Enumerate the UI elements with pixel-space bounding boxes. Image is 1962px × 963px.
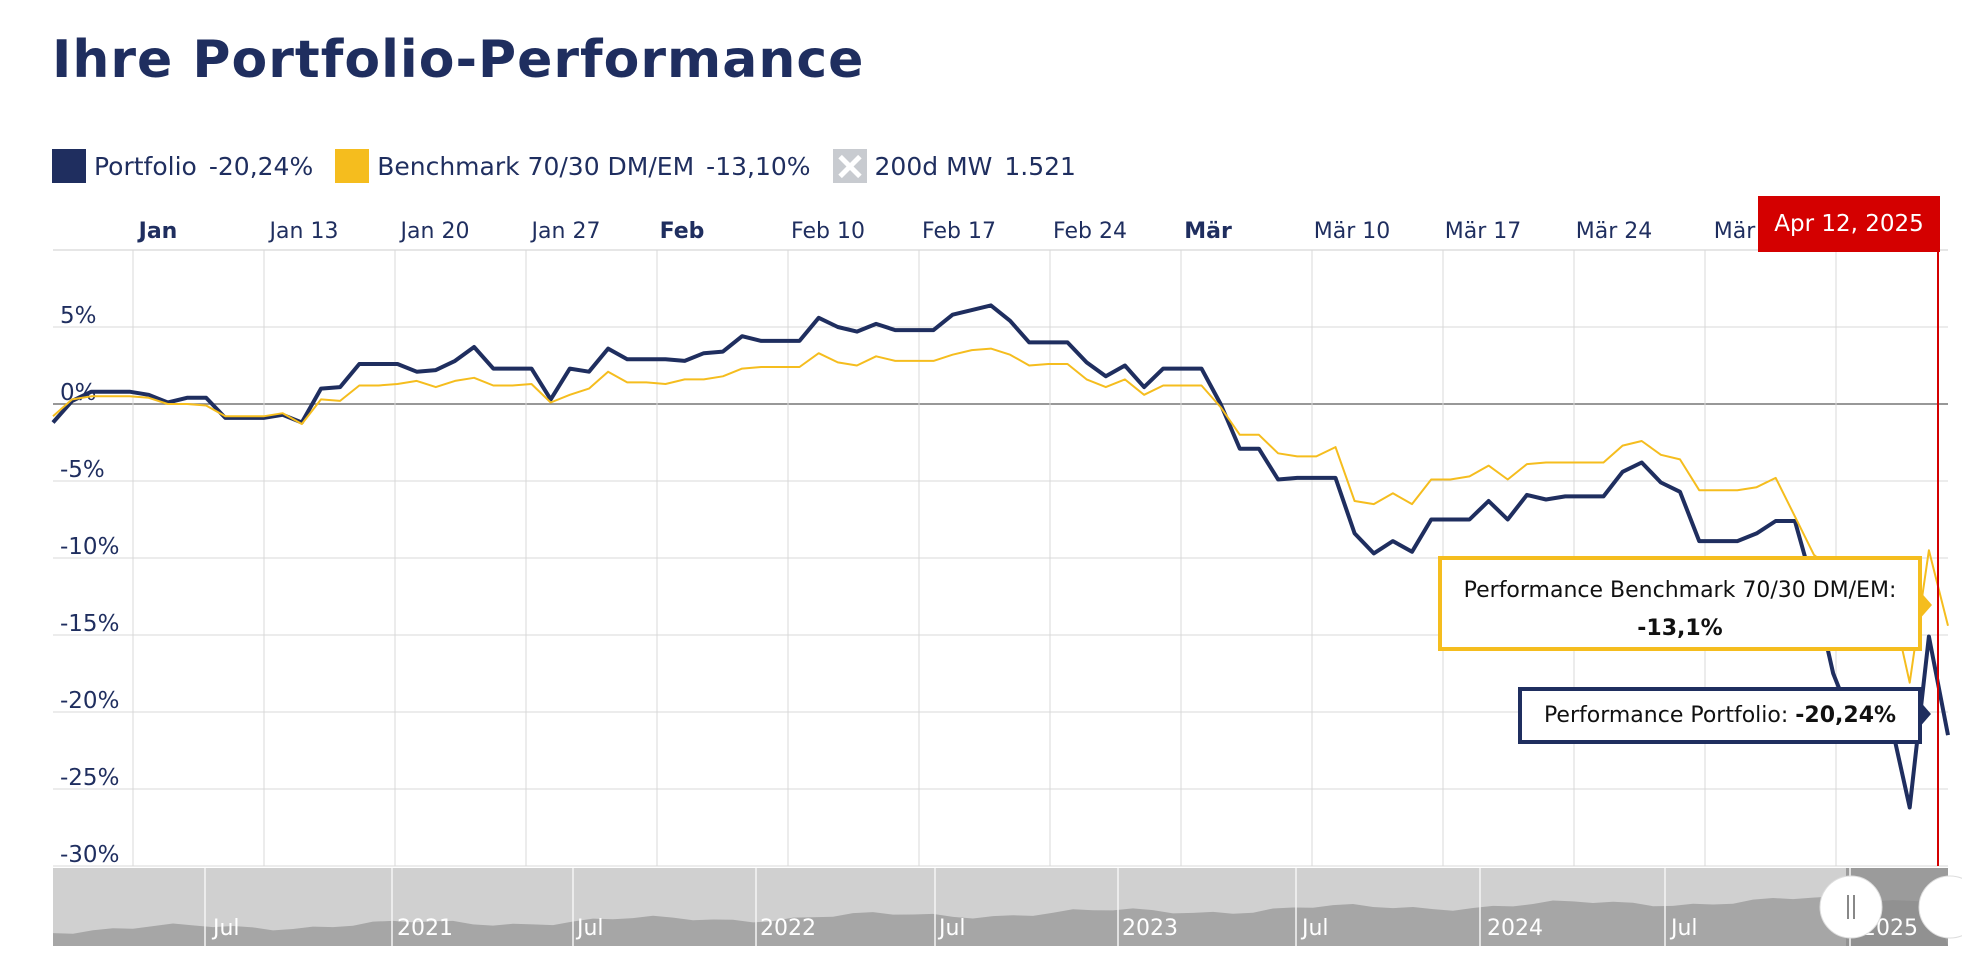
legend-benchmark-label: Benchmark 70/30 DM/EM	[377, 151, 695, 181]
navigator-label: Jul	[1300, 916, 1329, 941]
navigator-label: 2022	[760, 916, 816, 941]
legend-portfolio-value: -20,24%	[208, 151, 314, 181]
portfolio-line	[51, 303, 1950, 810]
y-tick-label: -10%	[60, 534, 119, 560]
portfolio-swatch	[52, 149, 86, 183]
y-tick-label: -20%	[60, 688, 119, 714]
legend-portfolio-label: Portfolio	[94, 151, 197, 181]
y-tick-label: 5%	[60, 303, 97, 329]
x-tick-label: Jan 20	[399, 219, 470, 244]
legend-ma-value: 1.521	[1004, 151, 1076, 181]
navigator-label: Jul	[211, 916, 240, 941]
y-tick-label: -15%	[60, 611, 119, 637]
page-title: Ihre Portfolio-Performance	[52, 30, 865, 90]
x-icon	[832, 149, 867, 183]
navigator-label: Jul	[937, 916, 966, 941]
navigator-handle-right[interactable]	[1918, 875, 1962, 939]
navigator-series-area	[53, 896, 1948, 946]
tooltip-portfolio: Performance Portfolio: -20,24%	[1518, 687, 1922, 744]
benchmark-swatch	[335, 149, 370, 183]
tooltip-benchmark-label: Performance Benchmark 70/30 DM/EM:	[1463, 578, 1897, 603]
tooltip-benchmark: Performance Benchmark 70/30 DM/EM: -13,1…	[1438, 556, 1922, 651]
x-tick-label: Jan 13	[268, 219, 339, 244]
x-tick-label: Mär 10	[1314, 219, 1391, 244]
y-tick-label: -30%	[60, 842, 119, 868]
y-tick-label: -5%	[60, 457, 105, 483]
x-tick-label: Feb 17	[922, 219, 996, 244]
tooltip-portfolio-pointer	[1918, 699, 1931, 729]
x-tick-label: Feb 24	[1053, 219, 1127, 244]
legend-item-200d-ma[interactable]: 200d MW 1.521	[832, 149, 1076, 183]
navigator-label: 2021	[397, 916, 453, 941]
x-tick-label: Feb 10	[791, 219, 865, 244]
navigator-label: 2023	[1122, 916, 1178, 941]
x-tick-label: Jan	[137, 219, 178, 244]
navigator-label: Jul	[1669, 916, 1698, 941]
chart-legend: Portfolio -20,24% Benchmark 70/30 DM/EM …	[52, 148, 1098, 184]
x-tick-label: Feb	[660, 219, 705, 244]
navigator-label: 2024	[1487, 916, 1543, 941]
cursor-date-label: Apr 12, 2025	[1758, 196, 1940, 252]
navigator-handle[interactable]	[1819, 875, 1883, 939]
tooltip-benchmark-value: -13,1%	[1637, 616, 1723, 641]
x-tick-label: Mär 17	[1445, 219, 1522, 244]
x-tick-label: Mär	[1184, 219, 1232, 244]
navigator-label: Jul	[575, 916, 604, 941]
tooltip-benchmark-pointer	[1918, 589, 1932, 621]
tooltip-portfolio-value: -20,24%	[1795, 703, 1897, 728]
legend-ma-label: 200d MW	[874, 151, 993, 181]
tooltip-portfolio-label: Performance Portfolio:	[1543, 703, 1789, 728]
x-tick-label: Jan 27	[530, 219, 601, 244]
legend-item-benchmark[interactable]: Benchmark 70/30 DM/EM -13,10%	[335, 149, 811, 183]
legend-benchmark-value: -13,10%	[706, 151, 811, 181]
x-tick-label: Mär 24	[1576, 219, 1653, 244]
legend-item-portfolio[interactable]: Portfolio -20,24%	[52, 149, 313, 183]
benchmark-line	[52, 347, 1949, 684]
y-tick-label: -25%	[60, 765, 119, 791]
